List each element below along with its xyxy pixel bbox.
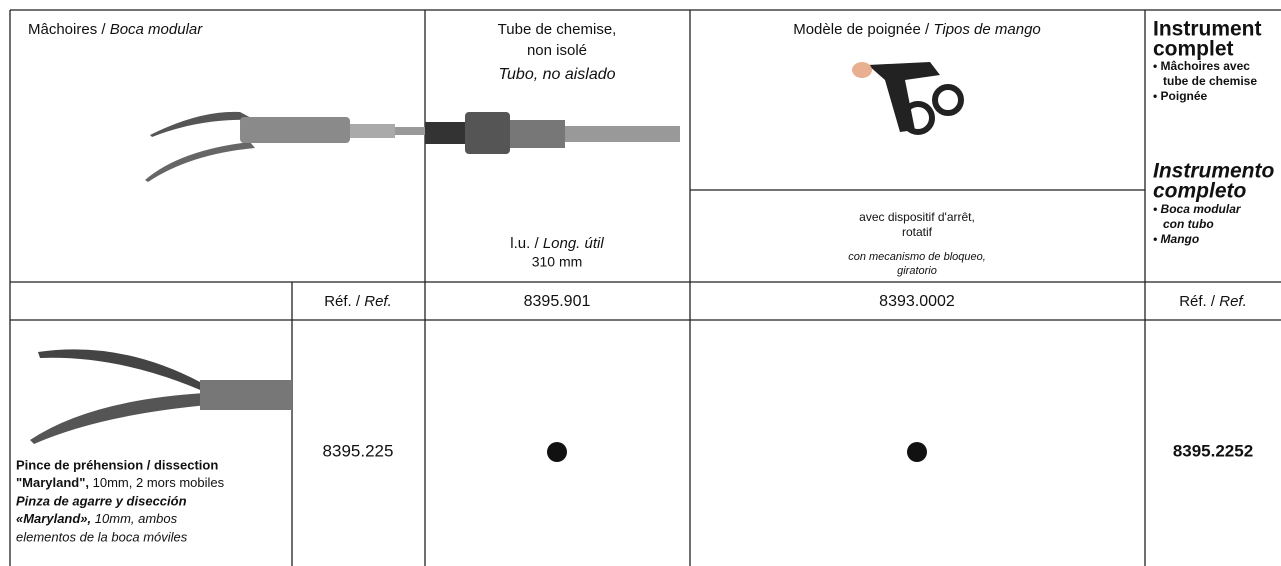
complete-title-es: Instrumento: [1153, 160, 1275, 183]
complete-ref: 8395.2252: [1173, 441, 1253, 460]
complete-title-es: completo: [1153, 180, 1247, 203]
complete-title: Instrument: [1153, 18, 1262, 41]
tube-length: 310 mm: [532, 254, 583, 270]
title-es: Tipos de mango: [933, 21, 1040, 38]
desc-es: «Maryland», 10mm, ambos: [16, 511, 178, 526]
tube-title-es: Tubo, no aislado: [498, 66, 615, 83]
tube-ref: 8395.901: [524, 293, 591, 310]
handle-desc-es: con mecanismo de bloqueo,: [848, 251, 986, 263]
title-fr: Mâchoires /: [28, 21, 106, 38]
complete-item: • Poignée: [1153, 89, 1208, 103]
handle-ref: 8393.0002: [879, 293, 955, 310]
complete-ref-label: Réf. / Ref.: [1179, 293, 1247, 310]
desc-regular: 10mm, ambos: [95, 511, 178, 526]
desc-fr: Pince de préhension / dissection: [16, 457, 218, 472]
jaws-image: [145, 111, 425, 182]
desc-fr: "Maryland", 10mm, 2 mors mobiles: [16, 475, 225, 490]
tube-title: Tube de chemise,: [498, 21, 617, 38]
desc-es: Pinza de agarre y disección: [16, 493, 187, 508]
grid: [9, 9, 1281, 566]
handle-desc-es: giratorio: [897, 265, 937, 277]
handle-desc: rotatif: [902, 225, 933, 239]
title-es: Boca modular: [110, 21, 204, 38]
complete-item: • Mâchoires avec: [1153, 59, 1250, 73]
complete-item-es: con tubo: [1163, 217, 1214, 231]
ref-fr: Réf. /: [324, 293, 361, 310]
tube-title: non isolé: [527, 42, 587, 59]
complete-item-es: • Boca modular: [1153, 202, 1242, 216]
desc-es: elementos de la boca móviles: [16, 529, 188, 544]
handle-image: [852, 62, 964, 135]
desc-bold: «Maryland»,: [16, 511, 91, 526]
desc-bold: "Maryland",: [16, 475, 89, 490]
ref-es: Ref.: [364, 293, 392, 310]
handle-desc: avec dispositif d'arrêt,: [859, 210, 975, 224]
ref-label: Réf. / Ref.: [324, 293, 392, 310]
handle-title: Modèle de poignée / Tipos de mango: [793, 21, 1041, 38]
complete-item-es: • Mango: [1153, 232, 1199, 246]
availability-dot: [547, 442, 567, 462]
complete-item: tube de chemise: [1163, 74, 1257, 88]
title-fr: Modèle de poignée /: [793, 21, 930, 38]
availability-dot: [907, 442, 927, 462]
ref-fr: Réf. /: [1179, 293, 1216, 310]
row-ref: 8395.225: [323, 441, 394, 460]
ref-es: Ref.: [1219, 293, 1247, 310]
length-es: Long. útil: [543, 235, 605, 252]
desc-regular: 10mm, 2 mors mobiles: [93, 475, 225, 490]
complete-title: complet: [1153, 38, 1234, 61]
length-fr: l.u. /: [510, 235, 539, 252]
tube-image: [425, 112, 680, 154]
jaws-title: Mâchoires / Boca modular: [28, 21, 203, 38]
tube-length-label: l.u. / Long. útil: [510, 235, 604, 252]
row-image: [30, 349, 292, 444]
